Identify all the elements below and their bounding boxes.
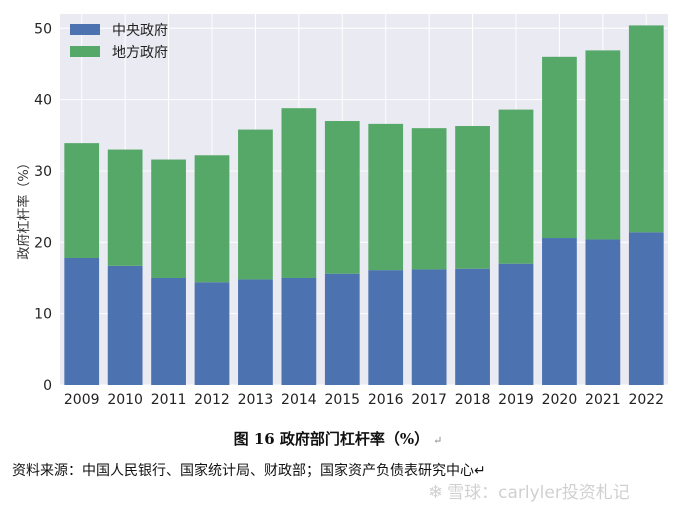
bars — [64, 25, 664, 385]
bar-segment — [628, 232, 664, 385]
x-tick-label: 2015 — [324, 392, 360, 408]
y-axis-label: 政府杠杆率（%） — [16, 156, 32, 259]
bar-segment — [585, 239, 621, 385]
y-tick-label: 30 — [34, 164, 52, 180]
bar-segment — [64, 143, 100, 259]
bar-segment — [151, 277, 186, 385]
source-note: 资料来源：中国人民银行、国家统计局、财政部；国家资产负债表研究中心↵ — [12, 463, 486, 479]
bar-segment — [281, 108, 317, 278]
x-tick-label: 2016 — [368, 392, 404, 408]
legend-label: 中央政府 — [112, 23, 168, 39]
bar-segment — [324, 121, 360, 274]
bar-segment — [455, 126, 490, 269]
legend-swatch — [70, 46, 100, 57]
caption-text: 图 16 政府部门杠杆率（%） — [233, 430, 430, 448]
bar-segment — [498, 263, 534, 385]
watermark-text: 雪球：carlyler投资札记 — [447, 483, 630, 503]
bar-segment — [411, 128, 447, 270]
x-tick-label: 2012 — [194, 392, 230, 408]
stacked-bar-chart: 0 10 20 30 40 50 2009 2010 2011 2012 2013 2014 2015… — [16, 14, 668, 408]
bar-segment — [498, 109, 534, 264]
bar-segment — [107, 265, 143, 385]
x-tick-label: 2018 — [455, 392, 491, 408]
bar-segment — [542, 238, 577, 385]
bar-segment — [151, 159, 186, 278]
y-axis-ticks: 0 10 20 30 40 50 — [34, 21, 52, 394]
x-tick-label: 2009 — [64, 392, 100, 408]
y-tick-label: 10 — [34, 307, 52, 323]
bar-segment — [628, 25, 664, 233]
y-tick-label: 50 — [34, 21, 52, 37]
bar-segment — [238, 129, 273, 280]
x-axis-ticks: 2009 2010 2011 2012 2013 2014 2015 2016 2017 2018… — [64, 392, 664, 408]
bar-segment — [194, 155, 230, 283]
y-tick-label: 20 — [34, 235, 52, 251]
bar-segment — [281, 277, 317, 385]
x-tick-label: 2019 — [498, 392, 534, 408]
bar-segment — [542, 56, 577, 239]
x-tick-label: 2013 — [238, 392, 274, 408]
x-tick-label: 2021 — [585, 392, 621, 408]
x-tick-label: 2014 — [281, 392, 317, 408]
bar-segment — [411, 269, 447, 385]
y-tick-label: 0 — [43, 378, 52, 394]
x-tick-label: 2010 — [107, 392, 143, 408]
x-tick-label: 2017 — [411, 392, 447, 408]
bar-segment — [368, 123, 404, 271]
bar-segment — [64, 258, 100, 385]
y-tick-label: 40 — [34, 93, 52, 109]
legend-label: 地方政府 — [112, 45, 168, 61]
legend-swatch — [70, 24, 100, 35]
bar-segment — [324, 273, 360, 385]
return-mark: ↵ — [433, 434, 443, 447]
x-tick-label: 2011 — [151, 392, 187, 408]
figure-caption: 图 16 政府部门杠杆率（%） ↵ — [0, 428, 676, 449]
bar-segment — [455, 268, 490, 385]
x-tick-label: 2020 — [542, 392, 578, 408]
x-tick-label: 2022 — [628, 392, 664, 408]
bar-segment — [585, 50, 621, 240]
snowball-icon: ❄ — [428, 482, 444, 503]
bar-segment — [194, 282, 230, 385]
bar-segment — [107, 149, 143, 266]
bar-segment — [238, 279, 273, 385]
bar-segment — [368, 270, 404, 385]
watermark: ❄ 雪球：carlyler投资札记 — [428, 478, 630, 503]
